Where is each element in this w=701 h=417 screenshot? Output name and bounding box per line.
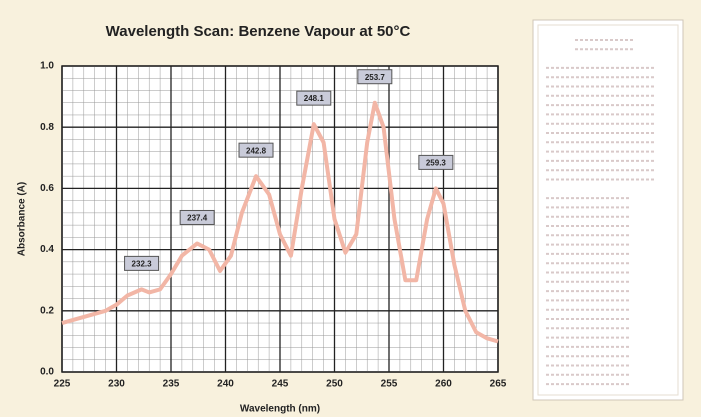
annotation-label: 248.1 xyxy=(304,94,325,103)
x-tick-label: 235 xyxy=(163,379,180,390)
y-tick-label: 0.6 xyxy=(40,183,54,194)
annotation-label: 232.3 xyxy=(132,259,153,268)
annotation-box xyxy=(124,255,160,271)
x-tick-label: 250 xyxy=(326,379,343,390)
chart-title: Wavelength Scan: Benzene Vapour at 50°C xyxy=(106,23,411,40)
annotation-label: 242.8 xyxy=(246,146,267,155)
x-tick-label: 255 xyxy=(381,379,398,390)
printout-lines xyxy=(546,39,656,386)
x-tick-label: 230 xyxy=(108,379,125,390)
annotation-label: 253.7 xyxy=(365,73,386,82)
annotation-box xyxy=(238,142,274,158)
annotation-label: 259.3 xyxy=(426,159,447,168)
x-tick-label: 260 xyxy=(435,379,452,390)
spectrum-line xyxy=(61,100,499,344)
y-tick-label: 0.2 xyxy=(40,305,54,316)
annotation-box xyxy=(296,90,332,106)
y-axis-label: Absorbance (A) xyxy=(17,182,28,256)
annotation-box xyxy=(179,209,215,225)
annotation-box xyxy=(418,154,454,170)
annotation-label: 237.4 xyxy=(187,214,208,223)
y-tick-label: 0.0 xyxy=(40,367,54,378)
y-tick-label: 0.4 xyxy=(40,244,54,255)
printout-border xyxy=(537,24,679,396)
annotation-box xyxy=(357,69,393,85)
x-axis-label: Wavelength (nm) xyxy=(240,404,320,415)
y-tick-label: 0.8 xyxy=(40,122,54,133)
y-tick-label: 1.0 xyxy=(40,61,54,72)
x-tick-label: 265 xyxy=(490,379,507,390)
x-tick-label: 245 xyxy=(272,379,289,390)
x-tick-label: 225 xyxy=(54,379,71,390)
x-tick-label: 240 xyxy=(217,379,234,390)
